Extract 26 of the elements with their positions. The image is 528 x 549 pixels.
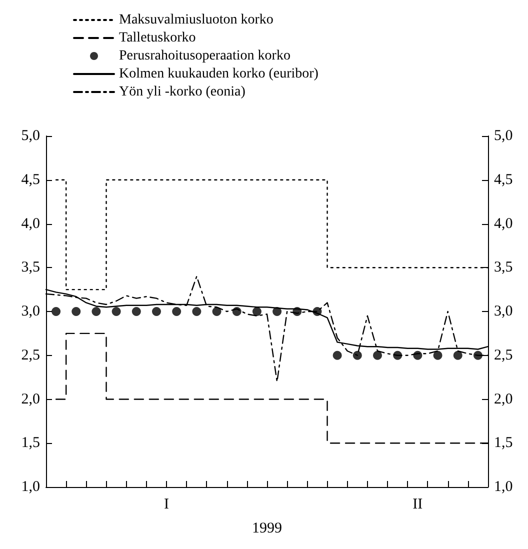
y2-tick-label: 1,5 xyxy=(494,435,513,452)
legend-label: Yön yli -korko (eonia) xyxy=(119,84,246,100)
y-tick-label: 5,0 xyxy=(21,128,40,144)
y2-tick-label: 4,5 xyxy=(494,172,513,188)
x-tick-label: I xyxy=(164,496,170,512)
y-tick-label: 2,5 xyxy=(21,347,40,364)
legend-label: Talletuskorko xyxy=(119,30,196,46)
y-tick-label: 3,0 xyxy=(21,304,40,320)
legend-label: Maksuvalmiusluoton korko xyxy=(119,12,274,28)
y2-tick-label: 3,0 xyxy=(494,304,513,320)
legend-label: Perusrahoitusoperaation korko xyxy=(119,48,290,64)
x-axis-title: 1999 xyxy=(252,520,282,536)
y2-tick-label: 1,0 xyxy=(494,479,513,495)
y-tick-label: 2,0 xyxy=(21,391,40,408)
y-tick-label: 3,5 xyxy=(21,260,40,276)
legend-label: Kolmen kuukauden korko (euribor) xyxy=(119,66,319,82)
y-tick-label: 4,5 xyxy=(21,172,40,188)
y2-tick-label: 3,5 xyxy=(494,260,513,276)
y2-tick-label: 2,0 xyxy=(494,391,513,408)
y-tick-label: 4,0 xyxy=(21,216,40,232)
y-tick-label: 1,5 xyxy=(21,435,40,452)
y2-tick-label: 5,0 xyxy=(494,128,513,144)
x-tick-label: II xyxy=(412,496,423,512)
y2-tick-label: 2,5 xyxy=(494,347,513,364)
y-tick-label: 1,0 xyxy=(21,479,40,495)
y2-tick-label: 4,0 xyxy=(494,216,513,232)
